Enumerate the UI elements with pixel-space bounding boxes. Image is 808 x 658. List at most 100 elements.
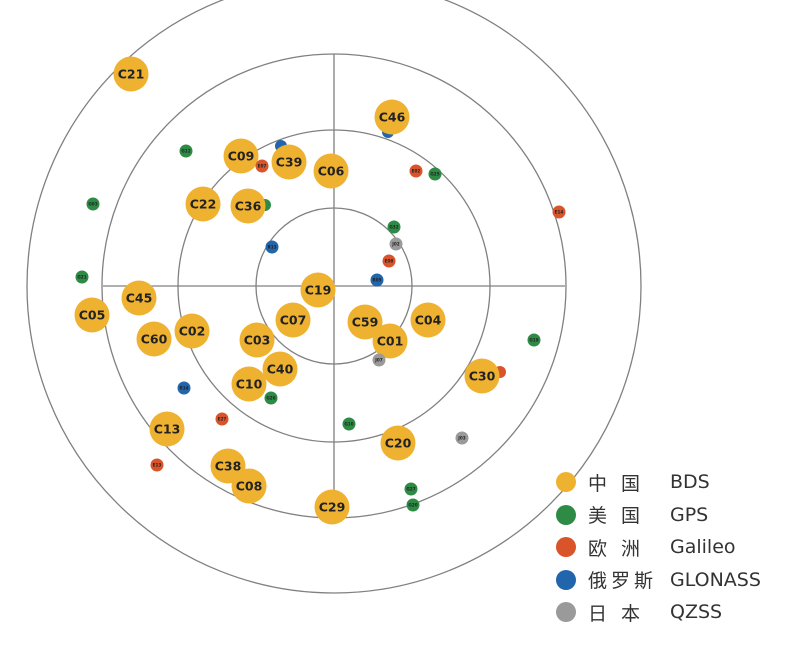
- satellite-r14: R14: [177, 381, 191, 395]
- satellite-marker: [387, 220, 401, 234]
- satellite-g27: G27: [404, 482, 418, 496]
- satellite-c06: C06: [313, 153, 349, 189]
- legend-item-gps: 美 国 GPS: [556, 499, 796, 532]
- legend-region: 美 国: [588, 505, 645, 528]
- satellite-label: E14: [555, 210, 564, 215]
- legend-system: GLONASS: [670, 568, 761, 591]
- satellite-marker: [179, 144, 193, 158]
- satellite-c04: C04: [410, 302, 446, 338]
- satellite-c01: C01: [372, 323, 408, 359]
- satellite-e08: E08: [382, 254, 396, 268]
- legend-region: 日 本: [588, 602, 645, 625]
- satellite-g19: G19: [527, 333, 541, 347]
- satellite-c39: C39: [271, 144, 307, 180]
- legend-item-galileo: 欧 洲 Galileo: [556, 531, 796, 564]
- satellite-j02: J02: [389, 237, 403, 251]
- legend-item-bds: 中 国 BDS: [556, 466, 796, 499]
- satellite-label: C07: [280, 313, 307, 328]
- satellite-label: C36: [235, 199, 262, 214]
- satellite-marker: [464, 358, 500, 394]
- satellite-marker: [86, 197, 100, 211]
- satellite-j07: J07: [372, 353, 386, 367]
- satellite-label: G03: [88, 202, 97, 207]
- legend-system: Galileo: [670, 536, 736, 559]
- satellite-marker: [527, 333, 541, 347]
- satellite-c09: C09: [223, 138, 259, 174]
- satellite-label: G25: [430, 172, 439, 177]
- satellite-g20: G20: [406, 498, 420, 512]
- satellite-label: E13: [153, 463, 162, 468]
- satellite-label: G20: [408, 503, 417, 508]
- gps-dot-icon: [556, 504, 576, 525]
- satellite-c05: C05: [74, 297, 110, 333]
- satellite-c46: C46: [374, 99, 410, 135]
- satellite-marker: [372, 323, 408, 359]
- satellite-marker: [389, 237, 403, 251]
- satellite-label: R13: [267, 245, 276, 250]
- satellite-marker: [74, 297, 110, 333]
- satellite-c21: C21: [113, 56, 149, 92]
- satellite-marker: [455, 431, 469, 445]
- satellite-c36: C36: [230, 188, 266, 224]
- satellite-marker: [552, 205, 566, 219]
- satellite-label: C02: [179, 324, 206, 339]
- satellite-label: C04: [415, 313, 442, 328]
- satellite-g12: G12: [179, 144, 193, 158]
- satellite-marker: [409, 164, 423, 178]
- satellite-c30: C30: [464, 358, 500, 394]
- satellite-marker: [136, 321, 172, 357]
- satellite-e02: E02: [409, 164, 423, 178]
- satellite-marker: [347, 304, 383, 340]
- satellite-g25: G25: [428, 167, 442, 181]
- satellite-g21: G21: [75, 270, 89, 284]
- satellite-marker: [255, 159, 269, 173]
- satellite-e14: E14: [552, 205, 566, 219]
- satellite-c03: C03: [239, 322, 275, 358]
- satellite-label: J07: [374, 358, 382, 363]
- satellite-marker: [231, 468, 267, 504]
- satellite-label: G12: [181, 149, 190, 154]
- satellite-c02: C02: [174, 313, 210, 349]
- satellite-label: G21: [77, 275, 86, 280]
- satellite-marker: [428, 167, 442, 181]
- satellite-marker: [382, 254, 396, 268]
- legend-item-glonass: 俄罗斯 GLONASS: [556, 564, 796, 597]
- satellite-marker: [149, 411, 185, 447]
- satellite-label: C19: [305, 283, 332, 298]
- satellite-label: R05: [372, 278, 381, 283]
- satellite-marker: [185, 186, 221, 222]
- satellite-marker: [215, 412, 229, 426]
- satellite-marker: [150, 458, 164, 472]
- satellite-label: C22: [190, 197, 217, 212]
- satellite-j03: J03: [455, 431, 469, 445]
- satellite-marker: [372, 353, 386, 367]
- satellite-marker: [271, 144, 307, 180]
- satellite-label: C05: [79, 308, 106, 323]
- satellite-marker: [314, 489, 350, 525]
- satellite-marker: [374, 99, 410, 135]
- satellite-c08: C08: [231, 468, 267, 504]
- satellite-c59: C59: [347, 304, 383, 340]
- satellite-label: C13: [154, 422, 181, 437]
- satellite-g03: G03: [86, 197, 100, 211]
- satellite-label: J02: [391, 242, 399, 247]
- satellite-label: C09: [228, 149, 255, 164]
- bds-dot-icon: [556, 472, 576, 493]
- satellite-label: C38: [215, 459, 242, 474]
- elevation-ring-4: [26, 0, 642, 594]
- legend: 中 国 BDS 美 国 GPS 欧 洲 Galileo 俄罗斯 GLONASS …: [556, 466, 796, 629]
- legend-system: GPS: [670, 503, 709, 526]
- satellite-label: C45: [126, 291, 153, 306]
- satellite-marker: [174, 313, 210, 349]
- satellite-label: G26: [266, 396, 275, 401]
- satellite-marker: [300, 272, 336, 308]
- satellite-c40: C40: [262, 351, 298, 387]
- satellite-label: C10: [236, 377, 263, 392]
- satellite-label: E08: [385, 259, 394, 264]
- satellite-label: J03: [457, 436, 465, 441]
- satellite-label: C40: [267, 362, 294, 377]
- satellite-label: C03: [244, 333, 271, 348]
- satellite-marker: [406, 498, 420, 512]
- satellite-label: G27: [406, 487, 415, 492]
